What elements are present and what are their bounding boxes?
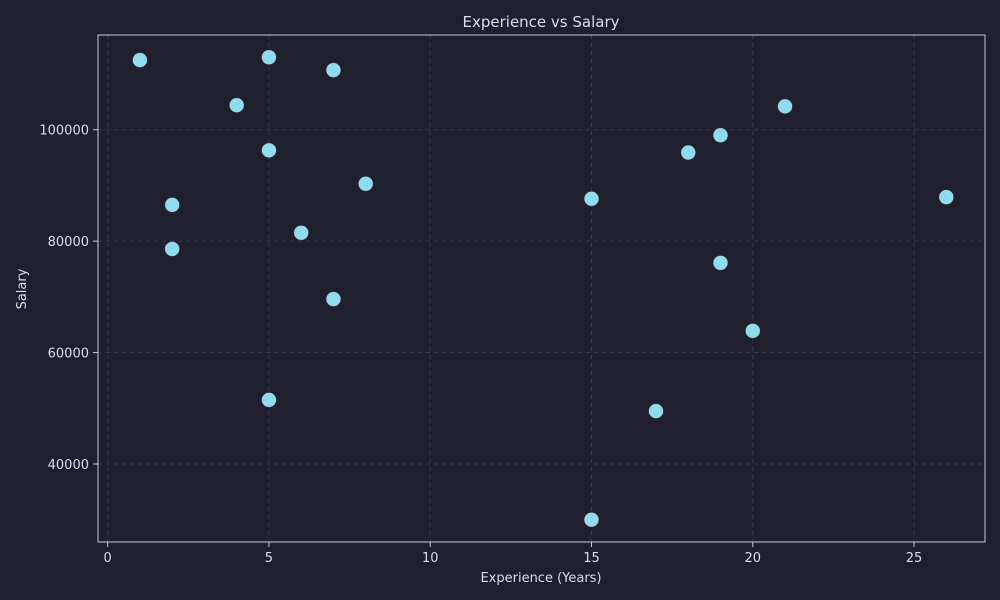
scatter-point (164, 197, 180, 213)
x-tick-label: 15 (583, 551, 600, 566)
x-axis-label: Experience (Years) (480, 571, 601, 586)
x-tick-label: 10 (422, 551, 439, 566)
x-tick-label: 5 (265, 551, 273, 566)
y-tick-label: 60000 (48, 347, 89, 362)
scatter-point (132, 52, 148, 68)
scatter-point (938, 189, 954, 205)
scatter-point (745, 323, 761, 339)
scatter-point (648, 403, 664, 419)
scatter-point (584, 191, 599, 207)
y-tick-label: 100000 (39, 124, 89, 139)
chart-title: Experience vs Salary (463, 13, 620, 31)
scatter-point (713, 127, 728, 143)
scatter-point (584, 512, 599, 528)
y-tick-label: 40000 (48, 458, 89, 473)
y-axis-label: Salary (15, 268, 30, 309)
scatter-point (261, 392, 277, 408)
scatter-point (229, 97, 245, 113)
scatter-point (680, 145, 696, 160)
scatter-point (293, 225, 309, 241)
scatter-point (777, 98, 793, 114)
scatter-point (326, 291, 341, 307)
scatter-point (358, 176, 374, 192)
scatter-point (164, 241, 180, 257)
x-tick-label: 0 (104, 551, 112, 566)
x-tick-label: 25 (906, 551, 923, 566)
axis-ticks: 0 5 10 15 20 25 40000 60000 80000 100000 (39, 124, 922, 566)
x-tick-label: 20 (744, 551, 761, 566)
plot-frame (97, 34, 986, 543)
scatter-point (326, 62, 341, 78)
grid-lines (98, 35, 985, 542)
scatter-point (261, 142, 277, 158)
data-points (132, 49, 954, 528)
scatter-point (261, 49, 277, 65)
scatter-point (713, 255, 728, 271)
y-tick-label: 80000 (48, 235, 89, 250)
